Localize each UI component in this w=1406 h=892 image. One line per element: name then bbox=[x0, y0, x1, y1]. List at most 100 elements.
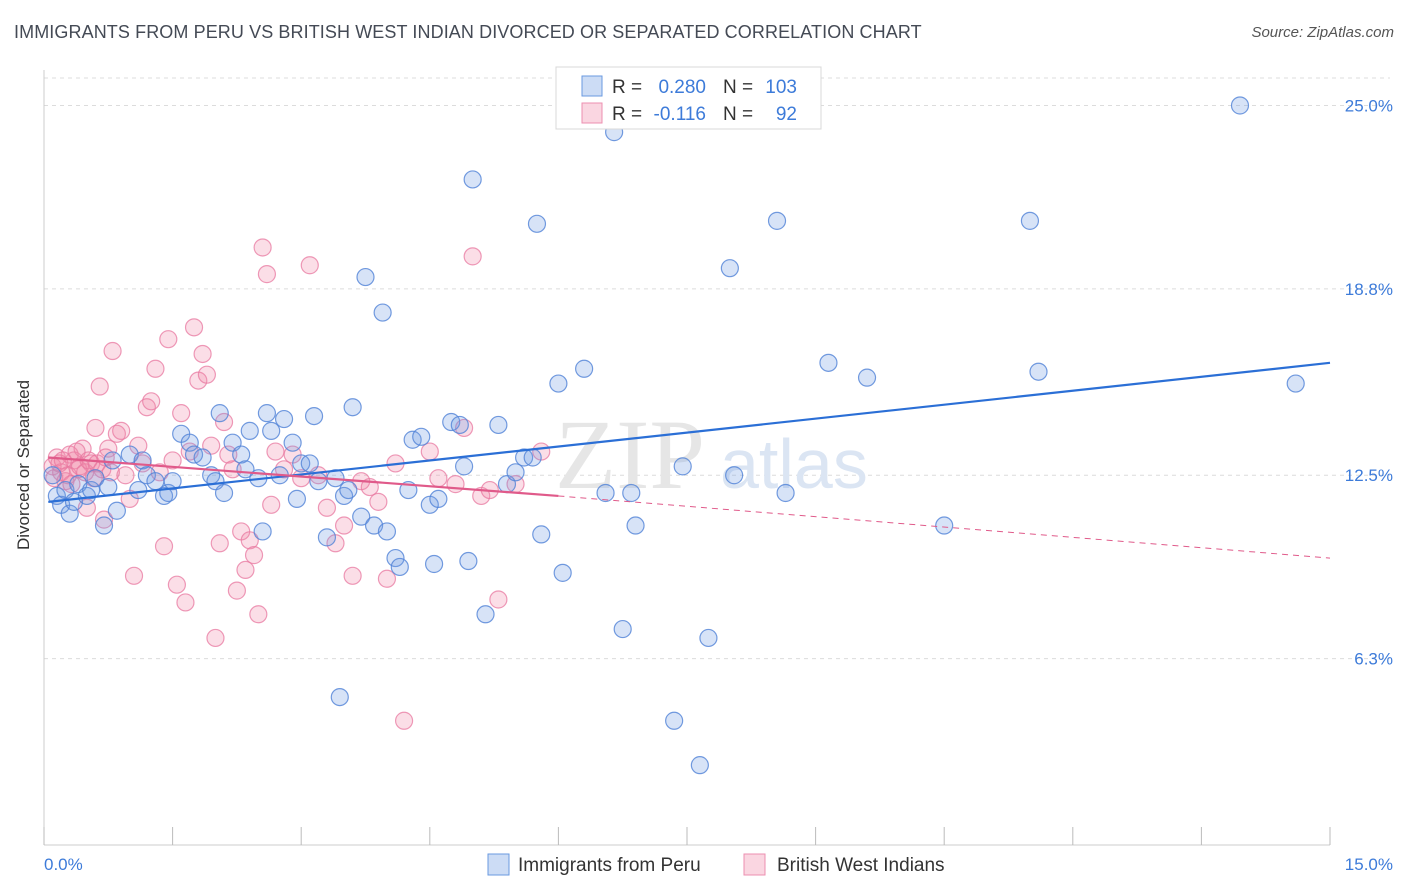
bwi-point-23 bbox=[142, 392, 161, 411]
bwi-point-39 bbox=[210, 534, 229, 553]
peru-point-28 bbox=[210, 404, 229, 423]
peru-point-77 bbox=[532, 525, 551, 544]
peru-point-51 bbox=[343, 398, 362, 417]
bottom-legend[interactable]: Immigrants from Peru British West Indians bbox=[487, 853, 945, 876]
peru-point-79 bbox=[553, 563, 572, 582]
peru-point-76 bbox=[527, 214, 547, 233]
stats-n-value-0: 103 bbox=[765, 77, 797, 98]
legend-swatch-0[interactable] bbox=[487, 853, 510, 876]
y-tick-label-2: 18.8% bbox=[1345, 280, 1393, 299]
bwi-point-70 bbox=[446, 475, 465, 494]
stats-n-label-0: N = bbox=[723, 77, 753, 98]
peru-point-63 bbox=[424, 554, 444, 574]
bwi-point-46 bbox=[240, 531, 259, 550]
peru-point-23 bbox=[180, 433, 199, 452]
stats-r-value-1: -0.116 bbox=[654, 104, 706, 125]
bwi-point-61 bbox=[343, 566, 362, 585]
peru-point-50 bbox=[339, 480, 358, 500]
bwi-point-19 bbox=[124, 566, 144, 585]
bwi-point-47 bbox=[244, 546, 264, 565]
bwi-point-38 bbox=[206, 628, 225, 648]
stats-n-value-1: 92 bbox=[776, 104, 797, 125]
peru-point-44 bbox=[304, 406, 324, 426]
peru-point-53 bbox=[356, 267, 375, 287]
bwi-point-26 bbox=[154, 537, 174, 556]
bwi-point-69 bbox=[429, 469, 448, 488]
bwi-point-41 bbox=[219, 445, 238, 464]
peru-point-31 bbox=[232, 445, 251, 464]
peru-point-37 bbox=[262, 421, 281, 440]
peru-point-41 bbox=[287, 489, 307, 509]
peru-point-94 bbox=[819, 353, 838, 372]
peru-point-68 bbox=[459, 551, 478, 571]
watermark-zip: ZIP bbox=[555, 399, 705, 510]
stats-r-label-0: R = bbox=[612, 77, 642, 98]
peru-point-8 bbox=[82, 480, 101, 500]
bwi-point-29 bbox=[167, 575, 186, 594]
peru-point-86 bbox=[665, 711, 684, 730]
y-tick-label-0: 6.3% bbox=[1354, 650, 1393, 669]
series-bwi-points bbox=[43, 238, 551, 730]
peru-point-100 bbox=[1286, 374, 1305, 393]
stats-n-label-1: N = bbox=[723, 104, 753, 125]
bwi-point-52 bbox=[266, 442, 285, 461]
bwi-point-31 bbox=[176, 593, 195, 612]
peru-point-97 bbox=[1020, 211, 1040, 230]
x-tick-label-start: 0.0% bbox=[44, 855, 83, 874]
bwi-point-10 bbox=[86, 418, 105, 438]
bwi-point-24 bbox=[146, 359, 165, 378]
bwi-point-60 bbox=[334, 516, 354, 535]
bwi-point-50 bbox=[257, 265, 277, 284]
peru-point-71 bbox=[489, 415, 508, 435]
bwi-point-48 bbox=[249, 605, 268, 624]
peru-point-46 bbox=[317, 528, 337, 547]
peru-trend-line bbox=[48, 361, 1331, 503]
peru-point-88 bbox=[690, 756, 709, 775]
peru-point-64 bbox=[429, 489, 448, 509]
peru-point-78 bbox=[549, 374, 568, 393]
bwi-point-40 bbox=[214, 412, 234, 432]
peru-point-0 bbox=[43, 466, 62, 485]
legend-label-1[interactable]: British West Indians bbox=[777, 855, 945, 876]
stats-swatch-0 bbox=[581, 75, 603, 97]
bwi-point-49 bbox=[253, 238, 272, 257]
peru-point-15 bbox=[129, 480, 148, 500]
peru-point-80 bbox=[575, 359, 594, 378]
peru-point-29 bbox=[214, 483, 234, 503]
y-tick-label-1: 12.5% bbox=[1345, 466, 1393, 485]
peru-point-48 bbox=[330, 687, 349, 707]
bwi-point-33 bbox=[184, 318, 204, 337]
peru-point-10 bbox=[94, 516, 114, 535]
peru-point-69 bbox=[463, 170, 482, 189]
chart-source: Source: ZipAtlas.com bbox=[1251, 24, 1394, 41]
bwi-point-58 bbox=[317, 498, 337, 517]
peru-point-85 bbox=[626, 516, 645, 535]
y-tick-label-3: 25.0% bbox=[1345, 96, 1393, 115]
peru-point-81 bbox=[596, 483, 615, 503]
bwi-point-27 bbox=[159, 330, 178, 349]
bwi-point-36 bbox=[197, 365, 216, 384]
peru-point-12 bbox=[103, 451, 122, 470]
legend-swatch-1[interactable] bbox=[743, 853, 766, 876]
peru-point-87 bbox=[673, 457, 692, 476]
bwi-point-35 bbox=[193, 344, 212, 364]
stats-r-value-0: 0.280 bbox=[658, 77, 706, 98]
bwi-point-68 bbox=[420, 442, 439, 461]
peru-point-89 bbox=[699, 628, 718, 648]
peru-point-93 bbox=[776, 483, 795, 503]
stats-legend: R = 0.280 N = 103 R = -0.116 N = 92 bbox=[555, 66, 822, 130]
peru-point-75 bbox=[523, 448, 542, 467]
peru-point-9 bbox=[86, 469, 105, 488]
bwi-point-43 bbox=[227, 581, 246, 600]
trend-lines bbox=[48, 361, 1331, 559]
peru-point-67 bbox=[454, 457, 474, 476]
peru-point-4 bbox=[60, 504, 79, 523]
peru-point-92 bbox=[767, 211, 787, 230]
peru-point-58 bbox=[390, 557, 409, 577]
peru-point-33 bbox=[240, 421, 259, 440]
peru-point-99 bbox=[1230, 96, 1250, 115]
peru-point-40 bbox=[283, 433, 302, 452]
peru-point-98 bbox=[1029, 362, 1048, 381]
legend-label-0[interactable]: Immigrants from Peru bbox=[518, 855, 701, 876]
